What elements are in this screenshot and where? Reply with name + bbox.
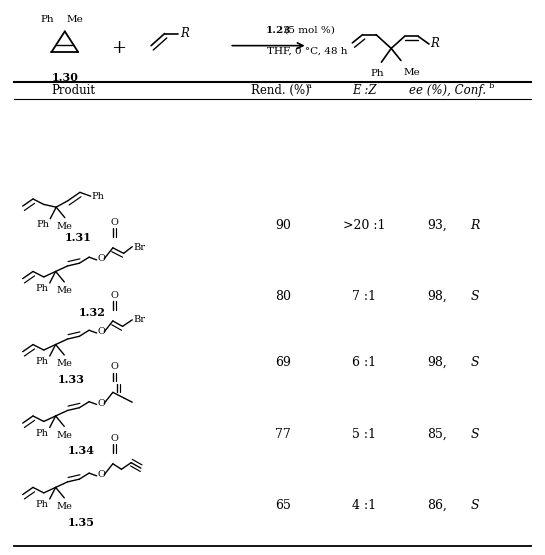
Text: Me: Me <box>57 222 72 231</box>
Text: 85,: 85, <box>427 427 447 441</box>
Text: O: O <box>111 434 118 443</box>
Text: 4 :1: 4 :1 <box>352 499 376 512</box>
Text: Ph: Ph <box>36 357 49 366</box>
Text: Ph: Ph <box>37 220 49 229</box>
Text: 7 :1: 7 :1 <box>352 290 376 303</box>
Text: 1.31: 1.31 <box>65 232 92 243</box>
Text: 98,: 98, <box>427 290 447 303</box>
Text: Me: Me <box>56 502 72 511</box>
Text: O: O <box>98 399 106 408</box>
Text: Ph: Ph <box>36 284 49 293</box>
Text: 98,: 98, <box>427 356 447 369</box>
Text: 1.35: 1.35 <box>68 517 94 527</box>
Text: Br: Br <box>134 315 146 324</box>
Text: (5 mol %): (5 mol %) <box>281 26 335 34</box>
Text: Me: Me <box>56 431 72 440</box>
Text: O: O <box>98 327 106 336</box>
Text: 1.32: 1.32 <box>78 306 105 317</box>
Text: 93,: 93, <box>427 219 447 232</box>
Text: >20 :1: >20 :1 <box>343 219 385 232</box>
Text: b: b <box>488 82 494 90</box>
Text: 5 :1: 5 :1 <box>352 427 376 441</box>
Text: 1.23: 1.23 <box>266 26 292 34</box>
Text: S: S <box>470 290 479 303</box>
Text: 65: 65 <box>275 499 291 512</box>
Text: R: R <box>431 38 439 51</box>
Text: Me: Me <box>56 360 72 369</box>
Text: O: O <box>98 254 106 263</box>
Text: O: O <box>111 362 118 371</box>
Text: R: R <box>470 219 480 232</box>
Text: 1.33: 1.33 <box>58 374 85 385</box>
Text: S: S <box>470 427 479 441</box>
Text: R: R <box>180 27 189 40</box>
Text: 86,: 86, <box>427 499 447 512</box>
Text: Ph: Ph <box>36 500 49 509</box>
Text: Ph: Ph <box>36 428 49 437</box>
Text: Me: Me <box>403 68 420 77</box>
Text: +: + <box>111 39 126 57</box>
Text: 1.34: 1.34 <box>68 445 94 456</box>
Text: E :Z: E :Z <box>352 84 377 97</box>
Text: ee (%), Conf.: ee (%), Conf. <box>409 84 486 97</box>
Text: O: O <box>111 291 118 300</box>
Text: Ph: Ph <box>92 191 105 201</box>
Text: Produit: Produit <box>51 84 95 97</box>
Text: THF, 0 °C, 48 h: THF, 0 °C, 48 h <box>267 47 348 56</box>
Text: 77: 77 <box>275 427 291 441</box>
Text: Br: Br <box>134 243 146 253</box>
Text: Ph: Ph <box>40 14 54 24</box>
Text: 80: 80 <box>275 290 291 303</box>
Text: Ph: Ph <box>371 69 385 78</box>
Text: 1.30: 1.30 <box>51 72 78 83</box>
Text: Rend. (%): Rend. (%) <box>251 84 310 97</box>
Text: a: a <box>307 82 312 90</box>
Text: 69: 69 <box>275 356 291 369</box>
Text: S: S <box>470 356 479 369</box>
Text: Me: Me <box>56 286 72 295</box>
Text: S: S <box>470 499 479 512</box>
Text: O: O <box>98 470 106 480</box>
Text: O: O <box>111 218 118 227</box>
Text: 90: 90 <box>275 219 291 232</box>
Text: Me: Me <box>67 14 84 24</box>
Text: 6 :1: 6 :1 <box>352 356 376 369</box>
